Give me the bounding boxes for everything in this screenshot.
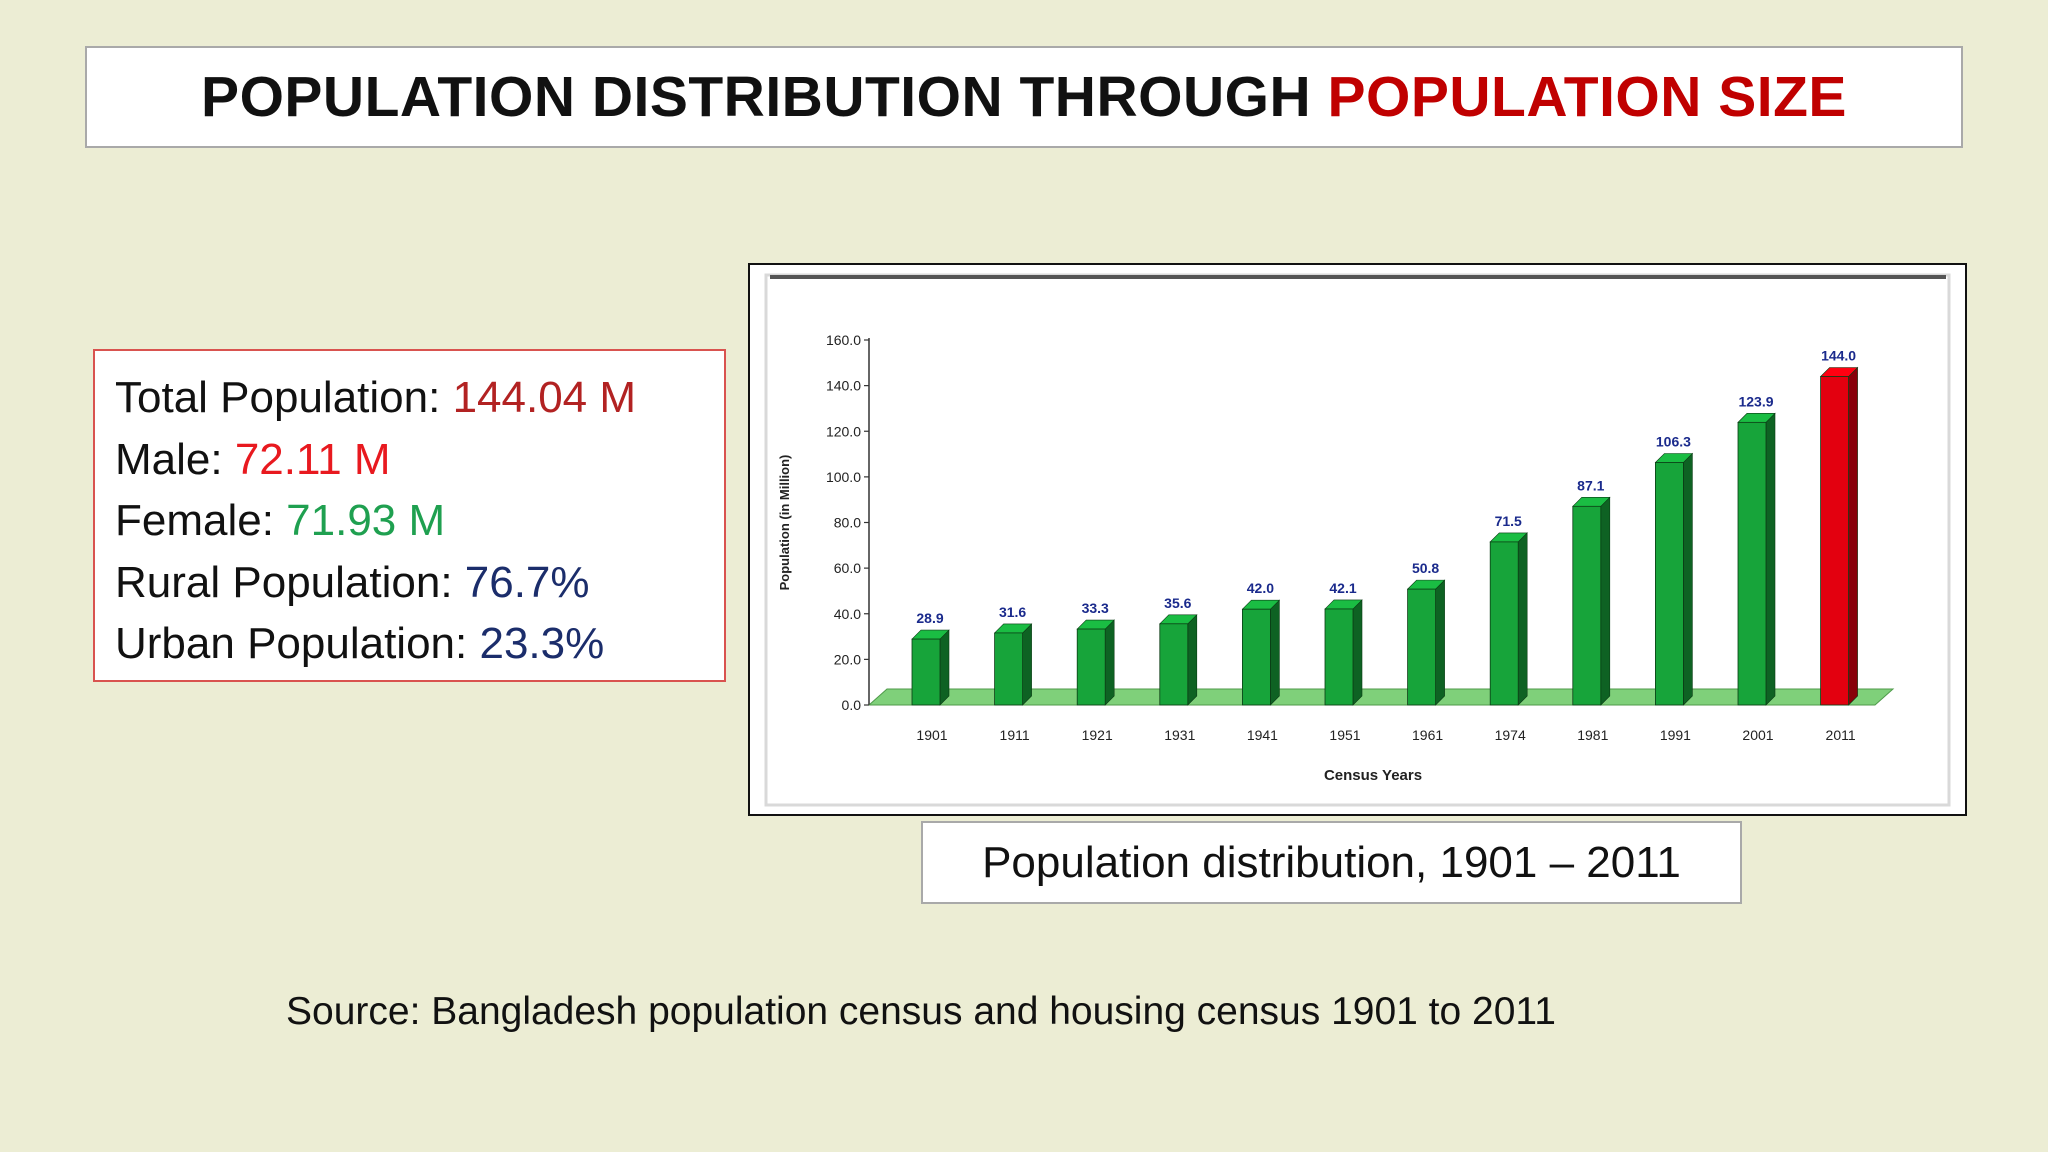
urban-value: 23.3% bbox=[479, 619, 605, 668]
bar-side bbox=[1352, 599, 1363, 706]
chart-caption: Population distribution, 1901 – 2011 bbox=[982, 837, 1681, 887]
male-population-line: Male: 72.11 M bbox=[115, 429, 724, 491]
bar-front bbox=[1159, 623, 1189, 706]
data-label: 42.0 bbox=[1247, 580, 1274, 596]
data-label: 42.1 bbox=[1329, 580, 1356, 596]
bar bbox=[1324, 599, 1363, 706]
bar bbox=[1489, 532, 1528, 706]
rural-value: 76.7% bbox=[464, 557, 590, 607]
data-label: 50.8 bbox=[1412, 560, 1439, 576]
x-tick-label: 1961 bbox=[1412, 727, 1443, 743]
male-label: Male: bbox=[115, 434, 235, 484]
x-tick-label: 2011 bbox=[1826, 727, 1856, 743]
bar-front bbox=[1655, 462, 1684, 706]
bar bbox=[1241, 599, 1281, 706]
x-axis-title: Census Years bbox=[1324, 767, 1422, 784]
title-accent: POPULATION SIZE bbox=[1327, 65, 1847, 129]
chart-caption-box: Population distribution, 1901 – 2011 bbox=[921, 821, 1742, 904]
x-tick-label: 1974 bbox=[1495, 727, 1526, 743]
bar-front bbox=[911, 638, 941, 706]
x-tick-label: 1941 bbox=[1247, 727, 1278, 743]
page-title: POPULATION DISTRIBUTION THROUGH POPULATI… bbox=[201, 64, 1847, 130]
bar-front bbox=[1076, 628, 1106, 706]
bar-front bbox=[1820, 376, 1849, 706]
source-note: Source: Bangladesh population census and… bbox=[286, 990, 1556, 1033]
bar bbox=[1737, 412, 1776, 706]
data-label: 71.5 bbox=[1495, 513, 1522, 529]
bar bbox=[1159, 614, 1198, 706]
bar-side bbox=[939, 629, 950, 706]
bar-side bbox=[1435, 579, 1445, 706]
bar-side bbox=[1683, 452, 1693, 706]
bar-side bbox=[1765, 412, 1776, 706]
population-stats-box: Total Population: 144.04 M Male: 72.11 M… bbox=[93, 349, 726, 682]
y-tick-label: 100.0 bbox=[826, 469, 861, 485]
x-tick-label: 1921 bbox=[1082, 727, 1113, 743]
chart-frame: 0.0 20.0 40.0 60.0 80.0 100.0 120.0 140.0 160.0 P… bbox=[748, 263, 1967, 816]
bar-front bbox=[1737, 421, 1767, 706]
bar bbox=[1076, 619, 1115, 706]
bar-side bbox=[1270, 599, 1280, 706]
x-tick-label: 1951 bbox=[1329, 727, 1360, 743]
female-value: 71.93 M bbox=[286, 496, 446, 545]
x-tick-label: 1991 bbox=[1660, 727, 1691, 743]
urban-population-line: Urban Population: 23.3% bbox=[115, 613, 724, 675]
data-label: 33.3 bbox=[1082, 600, 1109, 616]
bar bbox=[1406, 579, 1446, 706]
bar-side bbox=[1022, 623, 1032, 706]
x-tick-label: 1981 bbox=[1577, 727, 1608, 743]
bar bbox=[993, 623, 1033, 706]
x-tick-label: 1911 bbox=[1000, 727, 1030, 743]
female-label: Female: bbox=[115, 496, 287, 545]
data-label: 106.3 bbox=[1656, 434, 1691, 450]
x-tick-label: 1901 bbox=[916, 727, 947, 743]
title-banner: POPULATION DISTRIBUTION THROUGH POPULATI… bbox=[85, 46, 1963, 148]
male-value: 72.11 M bbox=[234, 434, 391, 484]
y-tick-label: 80.0 bbox=[834, 515, 861, 531]
y-tick-label: 20.0 bbox=[834, 651, 861, 667]
data-label: 35.6 bbox=[1164, 595, 1191, 611]
bar-side bbox=[1600, 496, 1611, 706]
bar-front bbox=[994, 632, 1024, 706]
title-main: POPULATION DISTRIBUTION THROUGH bbox=[201, 65, 1328, 129]
female-population-line: Female: 71.93 M bbox=[115, 490, 724, 552]
bar-front bbox=[1241, 608, 1271, 706]
data-label: 28.9 bbox=[916, 610, 943, 626]
population-bar-chart: 0.0 20.0 40.0 60.0 80.0 100.0 120.0 140.0 160.0 P… bbox=[764, 273, 1951, 807]
data-label: 31.6 bbox=[999, 604, 1026, 620]
y-tick-label: 140.0 bbox=[826, 378, 861, 394]
y-tick-label: 160.0 bbox=[826, 332, 861, 348]
y-axis-title: Population (in Million) bbox=[777, 455, 792, 591]
data-label: 144.0 bbox=[1821, 348, 1856, 364]
total-population-line: Total Population: 144.04 M bbox=[115, 367, 724, 429]
bar-side bbox=[1104, 619, 1115, 706]
bar bbox=[911, 629, 950, 706]
bar-front bbox=[1324, 608, 1354, 706]
bar-side bbox=[1848, 366, 1858, 706]
bar-front bbox=[1407, 588, 1436, 706]
y-tick-label: 0.0 bbox=[842, 697, 862, 713]
x-tick-label: 1931 bbox=[1164, 727, 1195, 743]
y-tick-label: 60.0 bbox=[834, 560, 861, 576]
total-population-label: Total Population: bbox=[115, 373, 453, 422]
data-label: 123.9 bbox=[1738, 393, 1773, 409]
bar-side bbox=[1517, 532, 1528, 706]
urban-label: Urban Population: bbox=[115, 619, 480, 668]
y-tick-label: 120.0 bbox=[826, 423, 861, 439]
rural-label: Rural Population: bbox=[115, 557, 465, 607]
bar-front bbox=[1572, 505, 1602, 706]
x-tick-label: 2001 bbox=[1742, 727, 1773, 743]
y-tick-label: 40.0 bbox=[834, 606, 861, 622]
bar bbox=[1819, 366, 1859, 706]
bar-front bbox=[1489, 541, 1519, 706]
total-population-value: 144.04 M bbox=[452, 373, 637, 422]
bar bbox=[1572, 496, 1611, 706]
bar bbox=[1654, 452, 1694, 706]
bar-side bbox=[1187, 614, 1198, 706]
rural-population-line: Rural Population: 76.7% bbox=[115, 552, 724, 614]
data-label: 87.1 bbox=[1577, 477, 1604, 493]
